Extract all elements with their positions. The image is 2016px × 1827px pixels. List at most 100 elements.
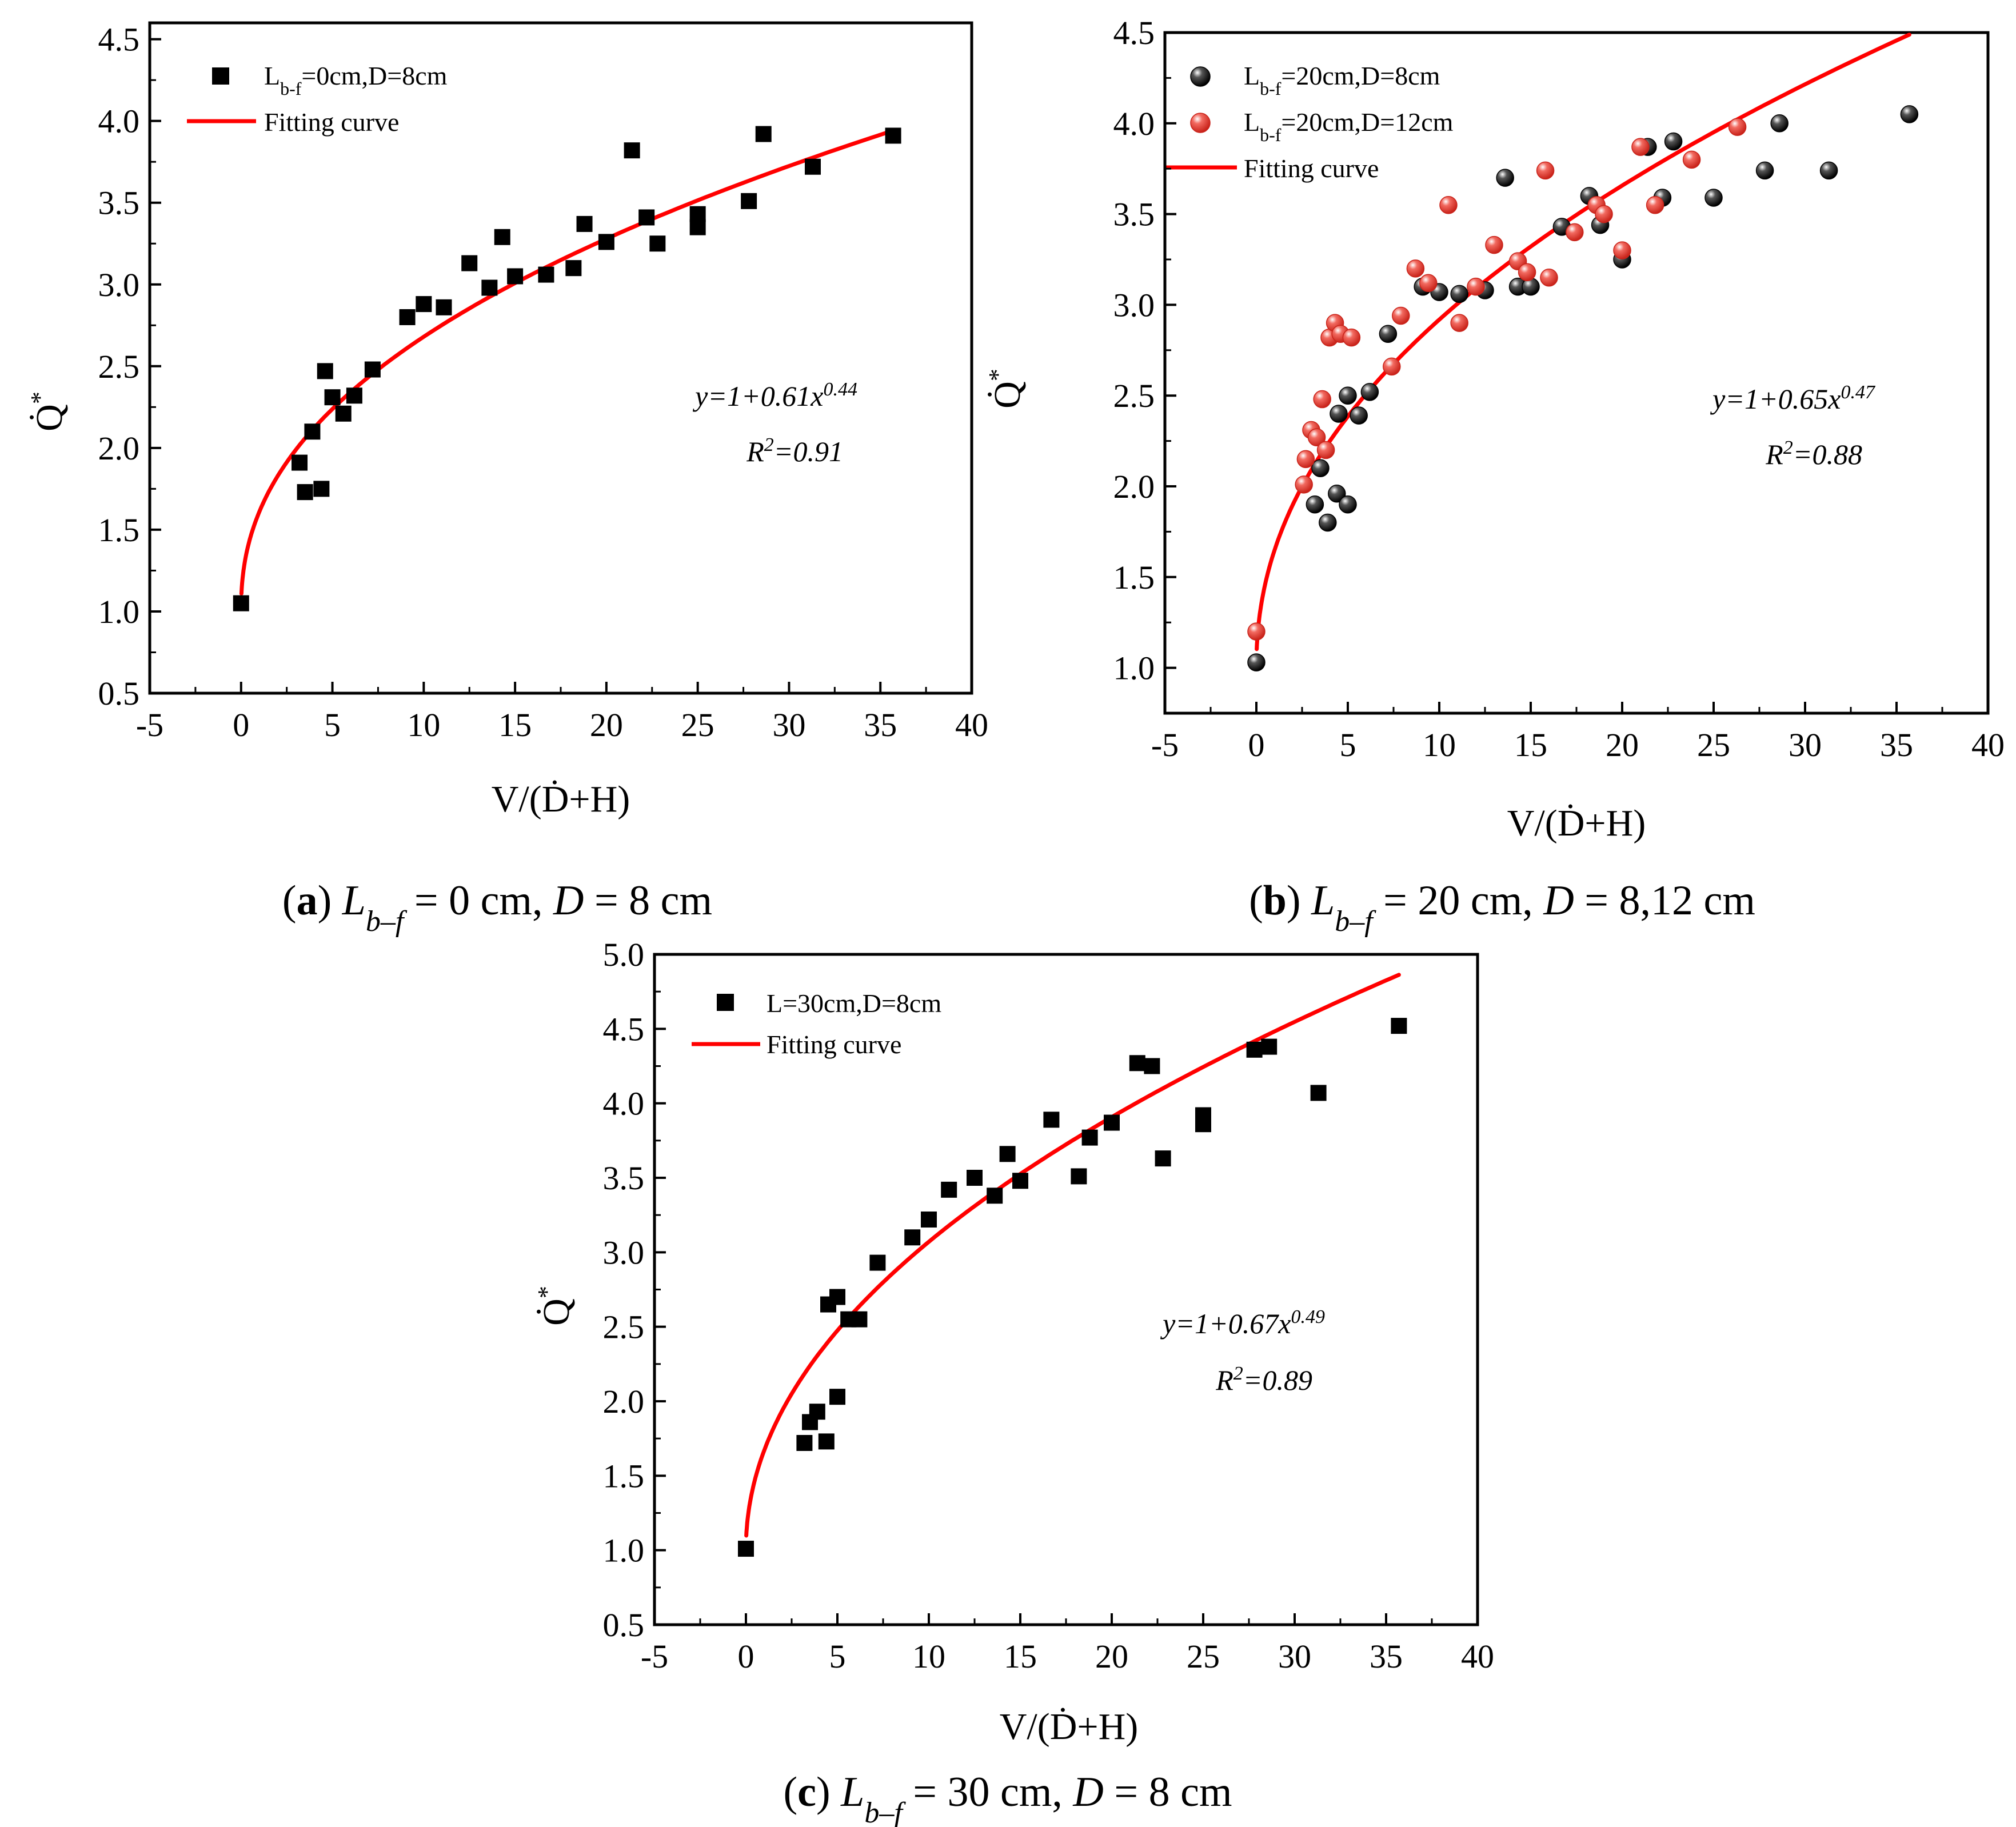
- chart-a-series-1-point: [507, 268, 524, 285]
- chart-b-xtick-label: -5: [1151, 726, 1179, 763]
- chart-b-equation: y=1+0.65x0.47: [1710, 382, 1876, 415]
- chart-c-series-1-point: [1043, 1112, 1060, 1128]
- chart-a-series-1-point: [804, 158, 821, 175]
- chart-a-xtick-label: 40: [955, 706, 988, 743]
- chart-c-caption: (c) Lb–f = 30 cm, D = 8 cm: [783, 1769, 1232, 1827]
- chart-c-series-1-point: [1144, 1058, 1160, 1074]
- chart-c-equation-exp: 0.49: [1291, 1306, 1326, 1328]
- chart-panel-c: Q̇* V/(Ḋ+H) L=30cm,D=8cm Fitting curve y…: [533, 936, 1495, 1827]
- chart-c-xtick-label: 25: [1187, 1638, 1220, 1675]
- chart-a-ylabel-sup: *: [26, 391, 54, 404]
- chart-b-series-2-point: [1296, 450, 1315, 469]
- chart-a-ylabel: Q̇*: [26, 391, 71, 431]
- chart-b-series-2-point: [1316, 441, 1335, 459]
- chart-c-series-1-point: [967, 1170, 983, 1186]
- chart-b-series-2-point: [1295, 475, 1313, 494]
- chart-c-equation: y=1+0.67x0.49: [1160, 1306, 1325, 1340]
- chart-c-xtick-label: 15: [1004, 1638, 1037, 1675]
- chart-b-series-1-point: [1704, 189, 1723, 207]
- chart-a-equation-exp: 0.44: [824, 379, 858, 400]
- chart-a-xtick-label: -5: [136, 706, 163, 743]
- chart-a-series-1-point: [689, 219, 706, 235]
- chart-b-series-2-point: [1392, 306, 1410, 325]
- chart-a-series-1-point: [317, 363, 333, 379]
- chart-a-xtick-label: 35: [864, 706, 897, 743]
- chart-b-series-1-point: [1319, 513, 1337, 532]
- chart-c-series-1-point: [1155, 1150, 1171, 1167]
- chart-c-xlabel: V/(Ḋ+H): [1000, 1706, 1139, 1748]
- chart-panel-b: Q̇* V/(Ḋ+H) Lb-f=20cm,D=8cm Lb-f=20cm,D=…: [984, 14, 2005, 938]
- legend-b-marker-series-2: [1190, 113, 1211, 133]
- legend-c-label-series-1: L=30cm,D=8cm: [767, 989, 941, 1018]
- chart-b-r2-sup: 2: [1783, 437, 1793, 458]
- chart-c-fit-curve: [744, 973, 1401, 1538]
- chart-a-xtick-label: 0: [233, 706, 249, 743]
- chart-a-series-1-point: [576, 215, 593, 232]
- chart-c-series-1-point: [809, 1404, 825, 1420]
- chart-c-series-1-point: [829, 1289, 845, 1305]
- chart-a-series-1-point: [233, 595, 249, 611]
- chart-c-ylabel-sup: *: [533, 1286, 561, 1298]
- chart-b-series-2-point: [1419, 274, 1438, 293]
- chart-b-ytick-label: 1.5: [1113, 559, 1155, 596]
- chart-a-xtick-label: 15: [498, 706, 532, 743]
- chart-b-ytick-label: 4.5: [1113, 14, 1155, 51]
- chart-c-series-1-point: [1129, 1055, 1145, 1072]
- chart-b-series-2-point: [1540, 269, 1558, 287]
- chart-c-series-1-point: [1104, 1114, 1120, 1131]
- chart-a-ytick-label: 2.0: [98, 430, 140, 467]
- chart-c-series-1-point: [987, 1188, 1003, 1204]
- chart-c-xtick-label: -5: [641, 1638, 668, 1675]
- chart-b-series-1-point: [1330, 405, 1348, 423]
- chart-b-series-2-point: [1307, 428, 1326, 446]
- chart-b-xtick-label: 20: [1606, 726, 1639, 763]
- chart-b-ylabel: Q̇*: [984, 369, 1029, 409]
- legend-b-sub-series-2: b-f: [1260, 125, 1282, 145]
- chart-b-ytick-label: 2.0: [1113, 468, 1155, 505]
- chart-b-series-1-point: [1339, 386, 1357, 405]
- chart-a-series-1-point: [297, 484, 313, 501]
- legend-c-marker-series-1: [717, 994, 734, 1011]
- chart-a-series-1-point: [364, 361, 381, 378]
- legend-b-label-fit: Fitting curve: [1244, 154, 1379, 183]
- chart-c-xtick-label: 20: [1095, 1638, 1128, 1675]
- chart-c-series-1-point: [1012, 1173, 1028, 1189]
- chart-b-series-1-point: [1819, 161, 1838, 180]
- chart-a-ytick-label: 4.0: [98, 103, 140, 140]
- legend-c-label-fit: Fitting curve: [767, 1030, 901, 1059]
- chart-b-series-1-point: [1311, 459, 1330, 477]
- chart-a-series-1-point: [885, 127, 901, 144]
- chart-b-ytick-label: 3.5: [1113, 196, 1155, 233]
- chart-b-xtick-label: 40: [1971, 726, 2005, 763]
- chart-c-series-1-point: [738, 1541, 754, 1557]
- chart-b-xtick-label: 35: [1880, 726, 1913, 763]
- chart-b-series-1-point: [1247, 653, 1266, 671]
- chart-c-series-1-point: [818, 1433, 835, 1450]
- chart-b-series-1-point: [1379, 325, 1398, 343]
- chart-a-series-1-point: [399, 309, 416, 325]
- chart-c-series-1-point: [941, 1181, 957, 1198]
- chart-b-ytick-label: 1.0: [1113, 650, 1155, 687]
- chart-a-series-1-point: [598, 234, 614, 250]
- chart-a-xtick-label: 30: [772, 706, 805, 743]
- chart-b-series-2-point: [1646, 195, 1664, 214]
- legend-a-marker-series-1: [212, 67, 229, 85]
- chart-a-series-1-point: [436, 299, 452, 315]
- chart-b-series-2-point: [1595, 205, 1613, 223]
- chart-a-ytick-label: 3.0: [98, 266, 140, 303]
- chart-b-series-1-point: [1496, 169, 1514, 187]
- chart-b-series-2-point: [1682, 150, 1701, 169]
- chart-a-series-1-point: [346, 387, 362, 404]
- chart-b-series-2-point: [1406, 259, 1425, 278]
- chart-c-series-1-point: [829, 1389, 845, 1405]
- chart-b-series-1-point: [1900, 105, 1919, 123]
- chart-a-xtick-label: 25: [681, 706, 714, 743]
- chart-c-r2-sup: 2: [1233, 1363, 1243, 1384]
- chart-c-xtick-label: 10: [912, 1638, 945, 1675]
- chart-c-ylabel: Q̇*: [533, 1286, 578, 1326]
- chart-c-series-1-point: [1071, 1168, 1087, 1185]
- chart-a-xtick-label: 5: [324, 706, 341, 743]
- chart-c-series-1-point: [1081, 1129, 1098, 1146]
- chart-b-caption: (b) Lb–f = 20 cm, D = 8,12 cm: [1249, 877, 1755, 938]
